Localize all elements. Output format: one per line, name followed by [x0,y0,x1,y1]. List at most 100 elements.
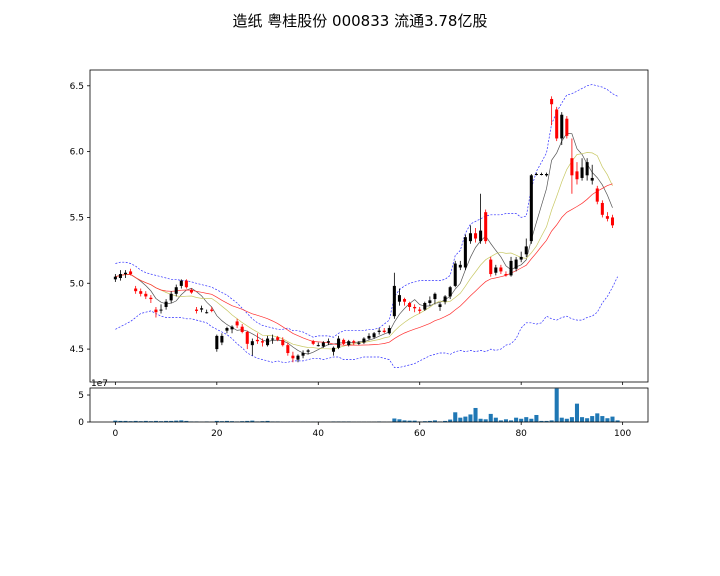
volume-bar [519,418,524,422]
candle-body [276,337,280,340]
candle-body [539,174,543,175]
volume-bar [595,413,600,422]
candle-body [342,339,346,344]
candle-body [580,167,584,178]
price-panel [113,84,618,368]
candle-body [489,259,493,275]
candle-body [331,347,336,352]
volume-bar [123,420,128,422]
volume-bar [539,420,544,422]
candle-body [494,267,498,273]
volume-bar [113,420,118,422]
candle-body [418,309,422,311]
volume-bar [153,420,158,422]
volume-bar [138,421,143,422]
volume-bar [240,421,245,422]
candle-body [600,202,604,215]
candle-body [433,293,437,300]
xtick-label: 20 [211,429,223,439]
candle-body [392,285,396,317]
candle-body [610,217,615,226]
volume-bar [503,419,508,422]
volume-bar [265,420,270,422]
volume-bar [230,421,235,422]
candle-body [560,114,564,139]
candle-body [499,267,503,272]
volume-bar [600,416,605,422]
volume-bar [453,412,458,422]
candle-body [134,288,138,292]
volume-bar [164,420,169,422]
xtick-label: 80 [515,429,527,439]
candle-body [428,300,432,304]
volume-bar [214,420,219,422]
candle-body [326,341,330,343]
candle-body [585,162,589,176]
volume-bar [118,420,123,422]
candle-body [397,295,401,302]
axes: 4.5 5.0 5.5 6.0 6.5 0 5 1e7 0 20 40 60 80 100 [70,82,632,439]
volume-bar [250,420,255,422]
candle-body [118,274,122,278]
volume-ytick-label: 0 [78,418,84,428]
candle-body [271,338,275,340]
volume-bar [549,420,554,422]
volume-bar [524,417,529,422]
volume-bar [585,418,590,422]
candle-body [311,341,315,344]
candle-body [321,342,325,347]
candle-body [463,237,467,268]
volume-bar [143,420,148,422]
candle-body [139,291,143,294]
candle-body [534,174,538,175]
candle-body [468,233,472,242]
volume-bar [564,418,569,422]
volume-bar [245,420,250,422]
candle-body [595,188,599,202]
volume-bar [443,420,448,422]
volume-bar [397,419,402,422]
xtick-label: 60 [414,429,426,439]
volume-bar [615,420,620,422]
xtick-label: 0 [112,429,118,439]
candle-body [169,293,173,301]
candle-body [205,312,209,314]
volume-bar [529,418,534,422]
volume-bar [158,421,164,422]
volume-bar [128,421,133,422]
candle-body [195,309,199,311]
candle-body [357,342,361,344]
candle-body [179,280,183,286]
candle-body [413,306,417,309]
candle-body [164,301,168,307]
volume-bar [554,388,559,422]
candle-body [458,264,462,268]
volume-bar [432,420,437,422]
candle-body [306,350,310,352]
chart-title: 造纸 粤桂股份 000833 流通3.78亿股 [232,12,488,30]
xtick-label: 100 [614,429,631,439]
candle-body [215,335,219,350]
candle-body [286,345,290,354]
price-panel-frame [89,69,649,383]
price-ytick-label: 6.5 [70,82,84,92]
candle-body [382,330,386,332]
volume-bar [559,417,564,422]
upper-band-line [115,84,618,338]
candle-body [524,246,528,255]
candle-body [255,339,259,342]
volume-ytick-label: 5 [78,391,84,401]
candle-body [362,338,366,343]
volume-bar [478,418,483,422]
volume-bar [580,417,585,422]
candle-body [337,338,341,348]
candle-body [438,304,442,307]
candle-body [129,271,133,275]
candle-body [113,276,117,280]
volume-bar [169,420,174,422]
volume-bar [463,416,468,422]
candle-body [514,259,518,269]
candle-body [230,326,234,330]
candle-body [443,296,447,302]
volume-bar [468,414,473,422]
